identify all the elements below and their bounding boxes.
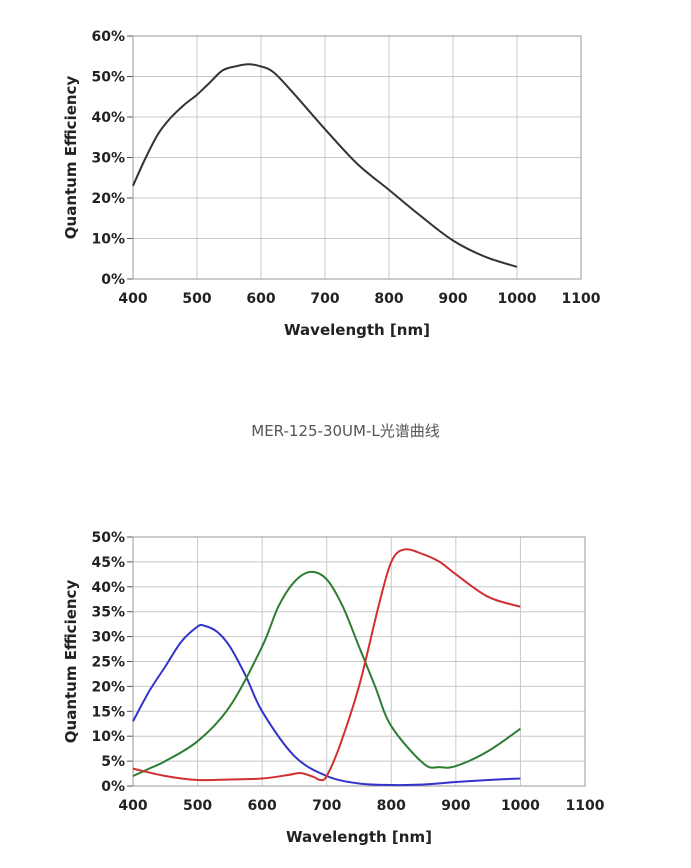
y-tick-label: 40%	[91, 580, 125, 596]
y-axis-title: Quantum Efficiency	[62, 580, 80, 744]
y-tick-label: 45%	[91, 555, 125, 571]
x-tick-label: 400	[118, 798, 147, 814]
series-line-2	[132, 548, 521, 782]
y-tick-label: 50%	[91, 70, 125, 86]
y-tick-label: 20%	[91, 679, 125, 695]
x-tick-label: 700	[310, 291, 339, 307]
x-tick-label: 700	[312, 798, 341, 814]
chart-caption: MER-125-30UM-L光谱曲线	[251, 422, 440, 440]
x-tick-label: 900	[441, 798, 470, 814]
y-tick-label: 30%	[91, 630, 125, 646]
x-tick-label: 600	[248, 798, 277, 814]
y-axis-title: Quantum Efficiency	[62, 76, 80, 240]
x-tick-label: 1100	[566, 798, 605, 814]
y-tick-label: 10%	[91, 232, 125, 248]
x-tick-label: 1100	[562, 291, 601, 307]
y-tick-label: 5%	[101, 754, 125, 770]
x-tick-label: 500	[182, 291, 211, 307]
y-tick-label: 25%	[91, 655, 125, 671]
y-tick-label: 40%	[91, 110, 125, 126]
y-tick-label: 35%	[91, 605, 125, 621]
x-tick-label: 600	[246, 291, 275, 307]
x-tick-label: 800	[374, 291, 403, 307]
series-line-0	[132, 623, 521, 787]
plot-frame	[132, 35, 582, 280]
plot-frame	[132, 536, 586, 787]
x-tick-label: 400	[118, 291, 147, 307]
y-tick-label: 0%	[101, 779, 125, 795]
qe-chart-mono-svg: 400 500 600 700 800 900 1000 1100 0% 10% 20% 30% 40%…	[62, 29, 601, 339]
y-tick-label: 20%	[91, 191, 125, 207]
qe-chart-mono: 400 500 600 700 800 900 1000 1100 0% 10% 20% 30% 40%…	[0, 0, 691, 370]
x-tick-label: 1000	[498, 291, 537, 307]
series-line-1	[132, 570, 521, 777]
series-line-0	[132, 63, 518, 268]
qe-chart-color: 400 500 600 700 800 900 1000 1100 0% 5% 10% 15% 20% 2…	[0, 515, 691, 868]
y-tick-label: 60%	[91, 29, 125, 45]
x-tick-label: 900	[438, 291, 467, 307]
y-tick-label: 0%	[101, 272, 125, 288]
y-tick-label: 30%	[91, 151, 125, 167]
x-tick-label: 800	[377, 798, 406, 814]
qe-chart-color-svg: 400 500 600 700 800 900 1000 1100 0% 5% 10% 15% 20% 2…	[62, 530, 605, 846]
y-tick-label: 10%	[91, 729, 125, 745]
x-tick-label: 500	[183, 798, 212, 814]
x-axis-title: Wavelength [nm]	[284, 321, 430, 339]
x-axis-title: Wavelength [nm]	[286, 828, 432, 846]
y-tick-label: 50%	[91, 530, 125, 546]
x-tick-label: 1000	[501, 798, 540, 814]
y-tick-label: 15%	[91, 704, 125, 720]
